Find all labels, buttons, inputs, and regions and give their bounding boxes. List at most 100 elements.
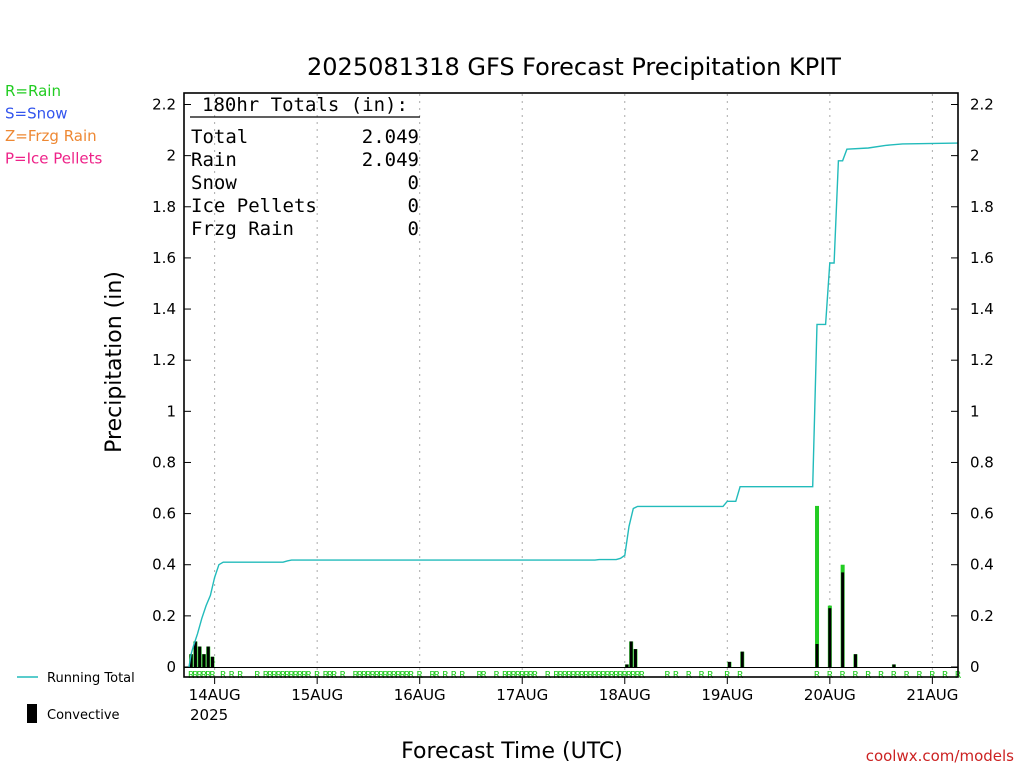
precip-type-legend-item: P=Ice Pellets: [5, 150, 102, 168]
rain-type-marker: R: [575, 670, 582, 681]
rain-type-marker: R: [942, 670, 949, 681]
rain-type-marker: R: [840, 670, 847, 681]
precip-type-legend-item: S=Snow: [5, 105, 68, 123]
convective-bar: [853, 654, 857, 667]
precip-type-legend-item: Z=Frzg Rain: [5, 127, 97, 145]
rain-type-marker: R: [827, 670, 834, 681]
y-tick-label-right: 1.4: [970, 300, 994, 318]
rain-type-marker: R: [699, 670, 706, 681]
rain-type-marker: R: [519, 670, 526, 681]
totals-row-value: 2.049: [362, 149, 419, 171]
running-total-legend-label: Running Total: [47, 671, 135, 686]
rain-type-marker: R: [306, 670, 313, 681]
rain-type-marker: R: [192, 670, 199, 681]
rain-type-marker: R: [570, 670, 577, 681]
y-tick-label-right: 0.2: [970, 607, 994, 625]
rain-type-marker: R: [387, 670, 394, 681]
rain-type-marker: R: [357, 670, 364, 681]
rain-type-marker: R: [664, 670, 671, 681]
rain-type-marker: R: [545, 670, 552, 681]
rain-type-marker: R: [476, 670, 483, 681]
totals-row-label: Snow: [191, 172, 237, 194]
y-tick-label: 1.8: [152, 198, 176, 216]
convective-bar: [629, 641, 633, 667]
rain-type-marker: R: [340, 670, 347, 681]
rain-type-marker: R: [630, 670, 637, 681]
y-tick-label: 0.4: [152, 556, 176, 574]
convective-legend-label: Convective: [47, 708, 120, 723]
rain-type-marker: R: [378, 670, 385, 681]
totals-row-label: Rain: [191, 149, 237, 171]
rain-type-marker: R: [724, 670, 731, 681]
x-axis-ticks: 14AUG 15AUG 16AUG 17AUG 18AUG 19AUG 20AUG 21AUG: [189, 677, 958, 704]
y-tick-label-right: 2: [970, 147, 980, 165]
rain-type-marker: R: [904, 670, 911, 681]
rain-type-marker: R: [237, 670, 244, 681]
rain-type-marker: R: [502, 670, 509, 681]
rain-type-marker: R: [276, 670, 283, 681]
rain-type-marker: R: [626, 670, 633, 681]
rain-type-marker: R: [579, 670, 586, 681]
totals-row-value: 0: [408, 218, 419, 240]
rain-type-marker: R: [588, 670, 595, 681]
x-axis-label: Forecast Time (UTC): [401, 739, 623, 764]
rain-type-marker: R: [707, 670, 714, 681]
rain-type-marker: R: [301, 670, 308, 681]
rain-type-marker: R: [442, 670, 449, 681]
rain-type-marker: R: [481, 670, 488, 681]
rain-type-marker: R: [205, 670, 212, 681]
chart-title: 2025081318 GFS Forecast Precipitation KP…: [307, 53, 841, 81]
convective-bar: [740, 651, 744, 667]
y-tick-label: 1.2: [152, 351, 176, 369]
rain-type-marker: R: [929, 670, 936, 681]
rain-type-marker: R: [852, 670, 859, 681]
rain-type-marker: R: [686, 670, 693, 681]
watermark: coolwx.com/models: [866, 747, 1014, 765]
rain-type-marker: R: [613, 670, 620, 681]
totals-row-value: 2.049: [362, 126, 419, 148]
rain-type-marker: R: [617, 670, 624, 681]
rain-type-marker: R: [209, 670, 216, 681]
y-tick-label-right: 1.8: [970, 198, 994, 216]
convective-bar: [727, 661, 731, 667]
y-tick-label-right: 2.2: [970, 96, 994, 114]
totals-row-label: Ice Pellets: [191, 195, 317, 217]
y-tick-label: 2: [166, 147, 176, 165]
rain-type-marker: R: [451, 670, 458, 681]
rain-type-marker: R: [353, 670, 360, 681]
rain-type-marker: R: [566, 670, 573, 681]
rain-type-marker: R: [284, 670, 291, 681]
rain-type-marker: R: [523, 670, 530, 681]
rain-type-marker: R: [600, 670, 607, 681]
precip-type-legend-item: R=Rain: [5, 82, 61, 100]
y-tick-label-right: 0.8: [970, 453, 994, 471]
totals-row-label: Frzg Rain: [191, 218, 294, 240]
y-tick-label-right: 1: [970, 402, 980, 420]
rain-type-marker: R: [374, 670, 381, 681]
rain-type-marker: R: [408, 670, 415, 681]
rain-type-marker: R: [383, 670, 390, 681]
totals-header: 180hr Totals (in):: [202, 94, 408, 116]
totals-row-value: 0: [408, 195, 419, 217]
totals-row-label: Total: [191, 126, 248, 148]
rain-type-marker: R: [188, 670, 195, 681]
rain-type-marker: R: [400, 670, 407, 681]
rain-type-marker: R: [511, 670, 518, 681]
rain-type-marker: R: [494, 670, 501, 681]
x-tick-label: 17AUG: [496, 686, 548, 704]
rain-type-marker: R: [673, 670, 680, 681]
rain-type-marker: R: [583, 670, 590, 681]
x-tick-label: 19AUG: [701, 686, 753, 704]
convective-bar: [198, 646, 202, 667]
y-tick-label: 1.6: [152, 249, 176, 267]
rain-type-marker: R: [865, 670, 872, 681]
rain-type-marker: R: [327, 670, 334, 681]
convective-bar: [828, 608, 832, 667]
rain-type-marker: R: [323, 670, 330, 681]
rain-type-marker: R: [361, 670, 368, 681]
y-axis-label: Precipitation (in): [102, 271, 127, 453]
rain-type-marker: R: [814, 670, 821, 681]
rain-type-marker: R: [532, 670, 539, 681]
